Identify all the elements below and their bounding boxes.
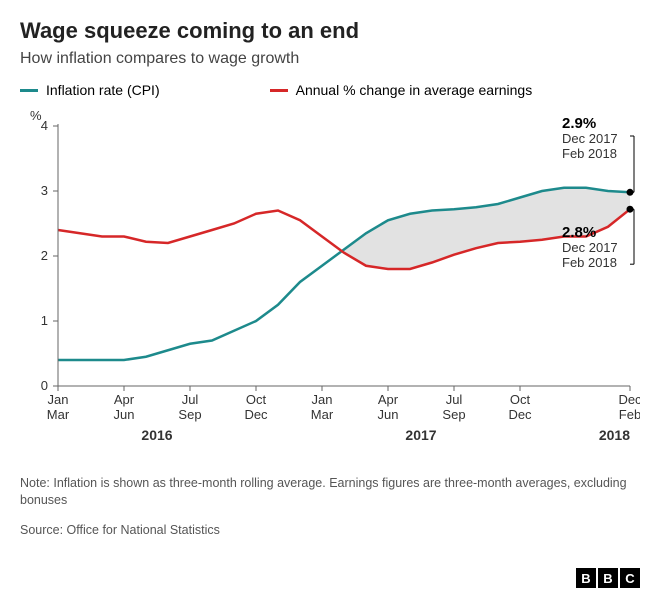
legend-swatch-earnings [270,89,288,92]
svg-text:Jan: Jan [48,392,69,407]
legend-label-cpi: Inflation rate (CPI) [46,82,160,98]
chart: %01234JanMarAprJunJulSepOctDecJanMarAprJ… [20,106,640,461]
svg-text:2018: 2018 [599,427,630,443]
footnote: Note: Inflation is shown as three-month … [20,475,640,509]
svg-text:Mar: Mar [311,407,334,422]
page-subtitle: How inflation compares to wage growth [20,50,640,68]
legend: Inflation rate (CPI) Annual % change in … [20,82,640,98]
svg-text:Sep: Sep [178,407,201,422]
svg-text:0: 0 [41,378,48,393]
svg-text:Dec: Dec [618,392,640,407]
legend-label-earnings: Annual % change in average earnings [296,82,533,98]
svg-text:Apr: Apr [378,392,399,407]
svg-text:2016: 2016 [141,427,172,443]
svg-text:3: 3 [41,183,48,198]
page-title: Wage squeeze coming to an end [20,18,640,44]
svg-text:4: 4 [41,118,48,133]
source: Source: Office for National Statistics [20,523,640,537]
svg-text:Feb 2018: Feb 2018 [562,146,617,161]
svg-text:Jun: Jun [378,407,399,422]
svg-text:Jul: Jul [446,392,463,407]
bbc-logo-c: C [620,568,640,588]
svg-text:Apr: Apr [114,392,135,407]
svg-text:2017: 2017 [405,427,436,443]
svg-text:1: 1 [41,313,48,328]
svg-text:Jan: Jan [312,392,333,407]
bbc-logo: B B C [576,568,640,588]
svg-text:Dec: Dec [244,407,268,422]
svg-text:2: 2 [41,248,48,263]
svg-text:Dec 2017: Dec 2017 [562,240,618,255]
legend-item-cpi: Inflation rate (CPI) [20,82,160,98]
legend-item-earnings: Annual % change in average earnings [270,82,533,98]
svg-text:Dec 2017: Dec 2017 [562,131,618,146]
svg-text:Jun: Jun [114,407,135,422]
bbc-logo-b1: B [576,568,596,588]
svg-text:2.8%: 2.8% [562,224,596,241]
svg-text:Sep: Sep [442,407,465,422]
legend-swatch-cpi [20,89,38,92]
svg-text:Dec: Dec [508,407,532,422]
svg-text:Feb 2018: Feb 2018 [562,255,617,270]
chart-svg: %01234JanMarAprJunJulSepOctDecJanMarAprJ… [20,106,640,456]
svg-text:Mar: Mar [47,407,70,422]
svg-text:2.9%: 2.9% [562,115,596,132]
bbc-logo-b2: B [598,568,618,588]
svg-text:Oct: Oct [510,392,531,407]
svg-text:Feb: Feb [619,407,640,422]
svg-text:Oct: Oct [246,392,267,407]
svg-text:Jul: Jul [182,392,199,407]
